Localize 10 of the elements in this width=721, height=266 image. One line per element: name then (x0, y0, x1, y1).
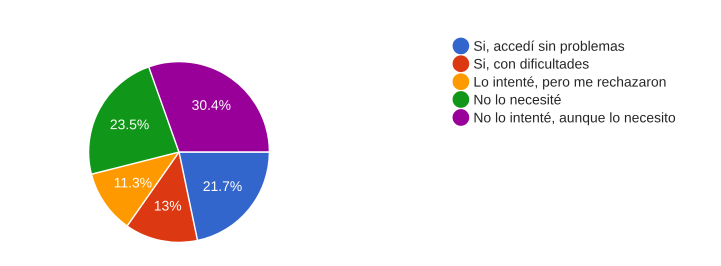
data-label: 21.7% (204, 181, 242, 192)
legend-label: Si, con dificultades (474, 58, 589, 70)
data-label: 11.3% (114, 178, 152, 188)
data-label: 23.5% (110, 119, 149, 130)
data-label: 30.4% (192, 100, 231, 110)
legend-label: No lo intenté, aunque lo necesito (474, 112, 676, 126)
legend-label: No lo necesité (474, 94, 561, 105)
data-label: 13% (154, 200, 182, 211)
legend-label: Lo intenté, pero me rechazaron (474, 76, 666, 90)
legend-label: Si, accedí sin problemas (474, 40, 624, 54)
